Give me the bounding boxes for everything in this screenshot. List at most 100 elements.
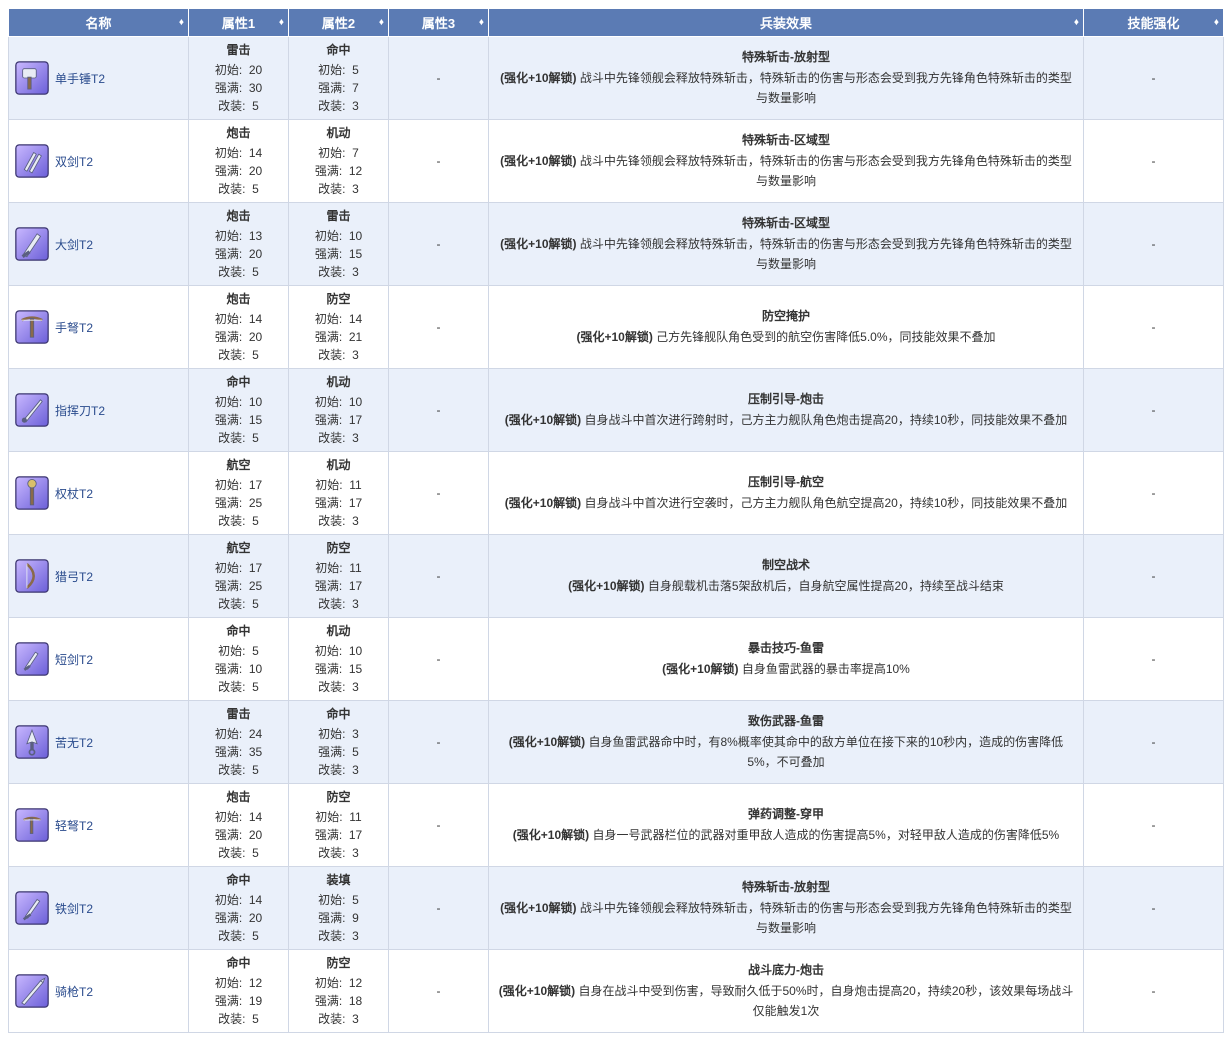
attr-init: 初始: 3 — [295, 725, 382, 743]
sort-icon[interactable]: ♦ — [379, 19, 384, 27]
attr-mod: 改装: 5 — [195, 346, 282, 364]
col-attr1-label: 属性1 — [222, 16, 255, 31]
cell-name: 手弩T2 — [9, 286, 189, 369]
unlock-label: (强化+10解锁) — [513, 828, 589, 842]
attr-head: 防空 — [295, 290, 382, 308]
attr-init: 初始: 10 — [295, 393, 382, 411]
attr-head: 命中 — [195, 622, 282, 640]
attr-head: 机动 — [295, 622, 382, 640]
attr-max: 强满: 20 — [195, 328, 282, 346]
attr-mod: 改装: 3 — [295, 263, 382, 281]
col-attr2-header[interactable]: 属性2♦ — [289, 9, 389, 37]
attr-mod: 改装: 3 — [295, 512, 382, 530]
item-icon — [15, 144, 49, 178]
effect-title: 特殊斩击-区域型 — [495, 131, 1077, 148]
cell-attr1: 命中 初始: 12 强满: 19 改装: 5 — [189, 950, 289, 1033]
col-effect-header[interactable]: 兵装效果♦ — [489, 9, 1084, 37]
attr-head: 炮击 — [195, 124, 282, 142]
unlock-label: (强化+10解锁) — [500, 71, 576, 85]
cell-effect: 压制引导-航空 (强化+10解锁) 自身战斗中首次进行空袭时，己方主力舰队角色航… — [489, 452, 1084, 535]
cell-effect: 制空战术 (强化+10解锁) 自身舰载机击落5架敌机后，自身航空属性提高20，持… — [489, 535, 1084, 618]
cell-skill: - — [1084, 286, 1224, 369]
attr-head: 命中 — [195, 373, 282, 391]
attr-max: 强满: 20 — [195, 245, 282, 263]
item-link[interactable]: 苦无T2 — [55, 734, 93, 751]
item-link[interactable]: 手弩T2 — [55, 319, 93, 336]
item-icon — [15, 393, 49, 427]
item-link[interactable]: 猎弓T2 — [55, 568, 93, 585]
effect-body: (强化+10解锁) 自身战斗中首次进行跨射时，己方主力舰队角色炮击提高20，持续… — [495, 411, 1077, 430]
cell-skill: - — [1084, 950, 1224, 1033]
cell-attr3: - — [389, 452, 489, 535]
col-attr1-header[interactable]: 属性1 ♦ — [189, 9, 289, 37]
cell-attr2: 装填 初始: 5 强满: 9 改装: 3 — [289, 867, 389, 950]
cell-attr2: 机动 初始: 10 强满: 15 改装: 3 — [289, 618, 389, 701]
sort-icon[interactable]: ♦ — [479, 19, 484, 27]
col-skill-header[interactable]: 技能强化 ♦ — [1084, 9, 1224, 37]
item-link[interactable]: 短剑T2 — [55, 651, 93, 668]
table-row: 权杖T2 航空 初始: 17 强满: 25 改装: 5 机动 初始: 11 强满… — [9, 452, 1224, 535]
item-link[interactable]: 单手锤T2 — [55, 70, 105, 87]
sort-icon[interactable]: ♦ — [179, 19, 184, 27]
attr-head: 机动 — [295, 124, 382, 142]
effect-body: (强化+10解锁) 战斗中先锋领舰会释放特殊斩击，特殊斩击的伤害与形态会受到我方… — [495, 235, 1077, 273]
cell-name: 指挥刀T2 — [9, 369, 189, 452]
sort-icon[interactable]: ♦ — [1214, 19, 1219, 27]
unlock-label: (强化+10解锁) — [576, 330, 652, 344]
table-header-row: 名称♦ 属性1 ♦ 属性2♦ 属性3♦ 兵装效果♦ 技能强化 ♦ — [9, 9, 1224, 37]
cell-attr1: 命中 初始: 10 强满: 15 改装: 5 — [189, 369, 289, 452]
item-link[interactable]: 指挥刀T2 — [55, 402, 105, 419]
cell-attr3: - — [389, 37, 489, 120]
item-link[interactable]: 铁剑T2 — [55, 900, 93, 917]
cell-effect: 特殊斩击-放射型 (强化+10解锁) 战斗中先锋领舰会释放特殊斩击，特殊斩击的伤… — [489, 37, 1084, 120]
item-link[interactable]: 骑枪T2 — [55, 983, 93, 1000]
attr-max: 强满: 18 — [295, 992, 382, 1010]
attr-mod: 改装: 5 — [195, 180, 282, 198]
cell-attr3: - — [389, 701, 489, 784]
attr-init: 初始: 10 — [295, 227, 382, 245]
attr-mod: 改装: 3 — [295, 927, 382, 945]
attr-init: 初始: 12 — [295, 974, 382, 992]
attr-mod: 改装: 5 — [195, 97, 282, 115]
attr-head: 命中 — [295, 705, 382, 723]
unlock-label: (强化+10解锁) — [500, 901, 576, 915]
effect-title: 制空战术 — [495, 556, 1077, 573]
attr-init: 初始: 14 — [195, 310, 282, 328]
col-attr3-header[interactable]: 属性3♦ — [389, 9, 489, 37]
attr-max: 强满: 30 — [195, 79, 282, 97]
attr-init: 初始: 5 — [295, 61, 382, 79]
effect-body: (强化+10解锁) 自身舰载机击落5架敌机后，自身航空属性提高20，持续至战斗结… — [495, 577, 1077, 596]
item-link[interactable]: 轻弩T2 — [55, 817, 93, 834]
attr-max: 强满: 15 — [195, 411, 282, 429]
attr-head: 炮击 — [195, 290, 282, 308]
attr-init: 初始: 24 — [195, 725, 282, 743]
attr-max: 强满: 17 — [295, 577, 382, 595]
attr-init: 初始: 12 — [195, 974, 282, 992]
cell-effect: 特殊斩击-区域型 (强化+10解锁) 战斗中先锋领舰会释放特殊斩击，特殊斩击的伤… — [489, 203, 1084, 286]
sort-icon[interactable]: ♦ — [279, 19, 284, 27]
cell-attr2: 防空 初始: 11 强满: 17 改装: 3 — [289, 535, 389, 618]
attr-head: 装填 — [295, 871, 382, 889]
attr-max: 强满: 35 — [195, 743, 282, 761]
item-link[interactable]: 大剑T2 — [55, 236, 93, 253]
cell-attr1: 航空 初始: 17 强满: 25 改装: 5 — [189, 535, 289, 618]
effect-body: (强化+10解锁) 战斗中先锋领舰会释放特殊斩击，特殊斩击的伤害与形态会受到我方… — [495, 899, 1077, 937]
equipment-table: 名称♦ 属性1♦ 属性2♦ 属性3♦ 兵装效果♦ 技能强化♦ 单手锤T2 雷击 … — [8, 8, 1224, 1033]
attr-init: 初始: 7 — [295, 144, 382, 162]
table-row: 骑枪T2 命中 初始: 12 强满: 19 改装: 5 防空 初始: 12 强满… — [9, 950, 1224, 1033]
attr-init: 初始: 13 — [195, 227, 282, 245]
unlock-label: (强化+10解锁) — [505, 413, 581, 427]
item-icon — [15, 61, 49, 95]
attr-max: 强满: 17 — [295, 826, 382, 844]
attr-init: 初始: 11 — [295, 808, 382, 826]
effect-title: 压制引导-炮击 — [495, 390, 1077, 407]
unlock-label: (强化+10解锁) — [509, 735, 585, 749]
item-link[interactable]: 权杖T2 — [55, 485, 93, 502]
col-name-header[interactable]: 名称♦ — [9, 9, 189, 37]
attr-mod: 改装: 5 — [195, 761, 282, 779]
sort-icon[interactable]: ♦ — [1074, 19, 1079, 27]
effect-title: 防空掩护 — [495, 307, 1077, 324]
item-link[interactable]: 双剑T2 — [55, 153, 93, 170]
col-skill-label: 技能强化 — [1127, 16, 1179, 31]
attr-max: 强满: 5 — [295, 743, 382, 761]
